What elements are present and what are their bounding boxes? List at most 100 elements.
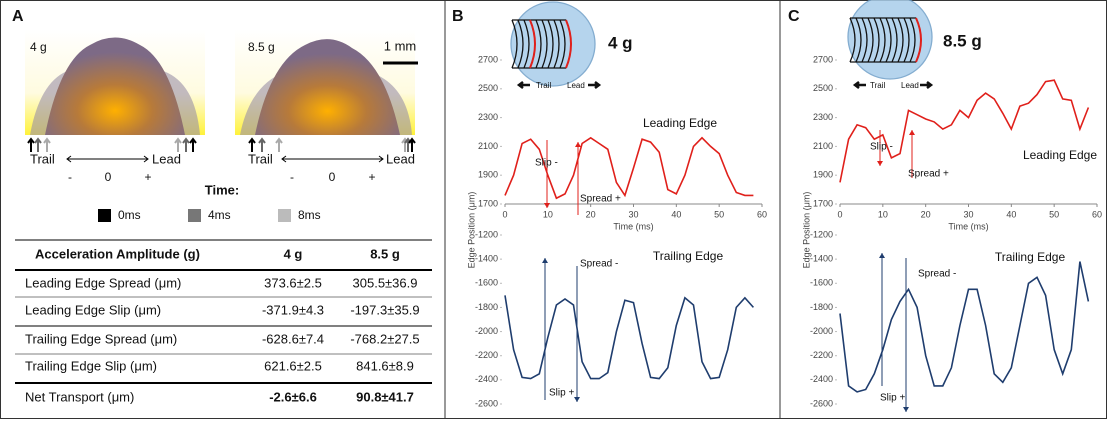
data-line — [504, 295, 754, 380]
x-tick-label: 20 — [586, 209, 596, 219]
arrow-head — [574, 397, 580, 402]
arrow-head — [575, 142, 581, 147]
arrow-head — [544, 203, 550, 208]
table-cell: 621.6±2.5 — [264, 358, 322, 373]
axis-label: Trail — [30, 151, 55, 166]
x-tick-label: 0 — [837, 209, 842, 219]
droplet-image — [25, 30, 205, 135]
y-tick-label: 2100 — [478, 141, 498, 151]
axis-label: Lead — [152, 151, 181, 166]
annotation: Slip + — [880, 393, 905, 404]
y-tick-label: -2000 — [810, 326, 833, 336]
axis-label: 0 — [105, 170, 112, 184]
table-cell: 841.6±8.9 — [356, 358, 414, 373]
series-label: Trailing Edge — [653, 249, 724, 263]
annotation: Spread + — [580, 194, 621, 205]
table-header: Acceleration Amplitude (g) — [35, 246, 200, 261]
axis-label: Trail — [248, 151, 273, 166]
table-cell: 90.8±41.7 — [356, 389, 414, 404]
y-tick-label: -1800 — [810, 302, 833, 312]
series-label: Trailing Edge — [995, 250, 1066, 264]
legend-title: Time: — [205, 182, 239, 197]
y-tick-label: 2300 — [813, 112, 833, 122]
image-label: 8.5 g — [248, 40, 275, 54]
annotation: Slip - — [535, 158, 558, 169]
y-tick-label: 1900 — [813, 170, 833, 180]
data-line — [839, 79, 1090, 183]
series-label: Leading Edge — [643, 116, 717, 130]
data-line — [504, 136, 754, 200]
legend-swatch — [188, 209, 201, 222]
diagram-label: Trail — [536, 81, 551, 90]
y-tick-label: 2300 — [478, 112, 498, 122]
annotation: Slip + — [549, 388, 574, 399]
x-tick-label: 50 — [1049, 209, 1059, 219]
x-axis-label: Time (ms) — [948, 221, 988, 231]
y-tick-label: -2600 — [810, 398, 833, 408]
acceleration-label: 8.5 g — [943, 31, 982, 50]
table-cell: -197.3±35.9 — [350, 302, 419, 317]
table-cell: Leading Edge Slip (μm) — [25, 302, 161, 317]
x-tick-label: 0 — [502, 209, 507, 219]
table-cell: Trailing Edge Slip (μm) — [25, 358, 157, 373]
diagram-label: Lead — [901, 81, 919, 90]
y-tick-label: -2600 — [475, 398, 498, 408]
y-tick-label: -1600 — [810, 278, 833, 288]
diagram-label: Lead — [567, 81, 585, 90]
axis-label: + — [368, 170, 375, 184]
y-tick-label: -2200 — [810, 350, 833, 360]
axis-label: - — [290, 170, 294, 184]
series-label: Leading Edge — [1023, 148, 1097, 162]
y-tick-label: 2500 — [813, 83, 833, 93]
x-tick-label: 30 — [963, 209, 973, 219]
table-cell: Net Transport (μm) — [25, 389, 134, 404]
y-tick-label: 1700 — [813, 198, 833, 208]
y-tick-label: 1900 — [478, 170, 498, 180]
axis-label: Lead — [386, 151, 415, 166]
y-tick-label: -1800 — [475, 302, 498, 312]
y-tick-label: -1200 — [810, 229, 833, 239]
table-cell: 305.5±36.9 — [353, 275, 418, 290]
legend-swatch — [278, 209, 291, 222]
droplet-image — [235, 30, 415, 136]
y-tick-label: -1400 — [810, 254, 833, 264]
table-header: 4 g — [284, 246, 303, 261]
axis-label: - — [68, 170, 72, 184]
diagram-label: Trail — [870, 81, 885, 90]
arrow-head — [879, 253, 885, 258]
y-tick-label: -1400 — [475, 254, 498, 264]
x-tick-label: 30 — [628, 209, 638, 219]
table: Acceleration Amplitude (g) 4 g 8.5 g Leadin… — [15, 239, 432, 404]
annotation: Spread + — [908, 169, 949, 180]
axis-label: + — [144, 170, 151, 184]
legend-label: 8ms — [298, 208, 321, 222]
y-tick-label: -2200 — [475, 350, 498, 360]
table-cell: -768.2±27.5 — [350, 331, 419, 346]
arrow-head — [542, 258, 548, 263]
table-cell: Leading Edge Spread (μm) — [25, 275, 181, 290]
table-cell: -371.9±4.3 — [262, 302, 324, 317]
arrow-head — [909, 130, 915, 135]
table-header: 8.5 g — [370, 246, 400, 261]
x-tick-label: 10 — [878, 209, 888, 219]
y-tick-label: 2700 — [478, 54, 498, 64]
scale-label: 1 mm — [384, 38, 417, 53]
table-cell: -2.6±6.6 — [269, 389, 317, 404]
time-markers — [27, 137, 416, 152]
y-tick-label: 2500 — [478, 83, 498, 93]
table-cell: 373.6±2.5 — [264, 275, 322, 290]
table-cell: -628.6±7.4 — [262, 331, 324, 346]
axis-label: 0 — [329, 170, 336, 184]
x-tick-label: 40 — [1006, 209, 1016, 219]
y-tick-label: -2400 — [475, 374, 498, 384]
y-tick-label: 2100 — [813, 141, 833, 151]
legend-label: 0ms — [118, 208, 141, 222]
edge-diagram — [510, 0, 934, 89]
y-axis-label: Edge Position (μm) — [801, 192, 811, 269]
panel-label: B — [452, 8, 464, 25]
x-tick-label: 40 — [671, 209, 681, 219]
image-label: 4 g — [30, 40, 47, 54]
y-tick-label: -2000 — [475, 326, 498, 336]
annotation: Spread - — [580, 259, 618, 270]
